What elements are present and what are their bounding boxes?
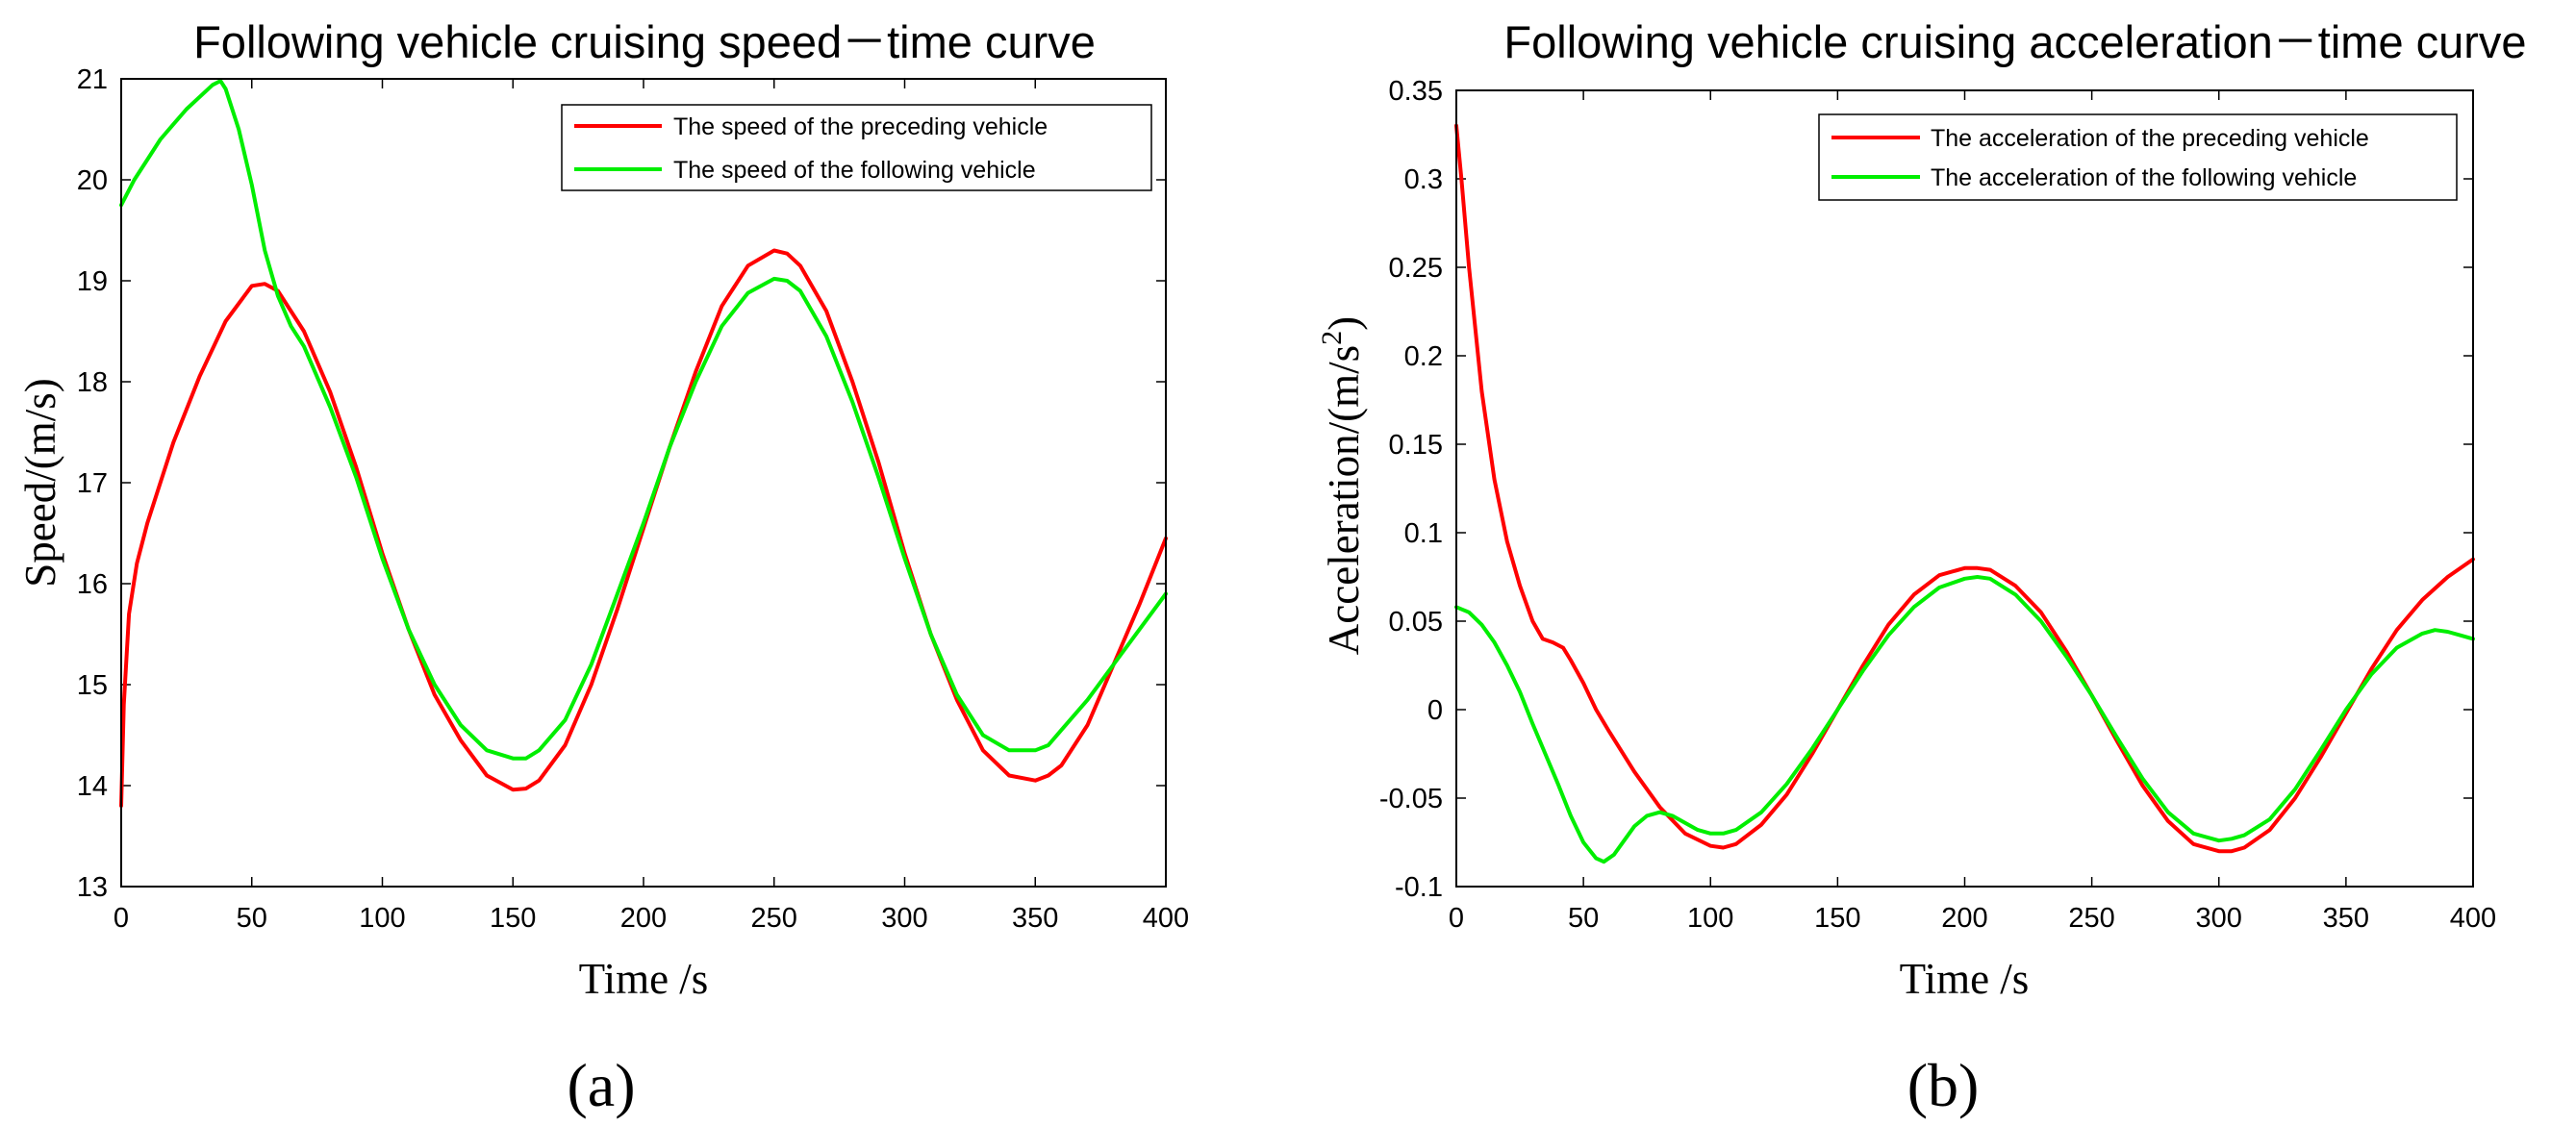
chart-a-xlabel: Time /s [579,955,709,1003]
chart-b-ytick-label: -0.1 [1395,872,1443,903]
chart-a-series-line-following [119,79,1168,761]
chart-b-xlabel: Time /s [1900,955,2030,1003]
chart-a-ylabel: Speed/(m/s) [16,378,64,587]
chart-b-ytick-label: 0.35 [1389,76,1443,107]
chart-a-ytick-label: 14 [77,771,108,802]
chart-a-panel-label: (a) [567,1051,635,1119]
chart-b-xtick-label: 200 [1941,903,1987,934]
chart-a-ytick-label: 15 [77,670,108,701]
chart-a-ytick-label: 18 [77,367,108,398]
chart-b-ylabel-main: Acceleration/(m/s [1320,345,1368,655]
chart-b-plot-frame [1455,89,2474,888]
chart-b-legend: The acceleration of the preceding vehicl… [1818,113,2458,201]
chart-b-xtick-label: 250 [2068,903,2114,934]
chart-b-series [1454,123,2475,864]
chart-a-xtick-label: 50 [237,903,267,934]
chart-a-xtick-label: 250 [751,903,797,934]
chart-a-ytick-label: 13 [77,872,108,903]
chart-a-xtick-label: 150 [490,903,536,934]
chart-b-xtick-label: 0 [1449,903,1464,934]
chart-b-title: Following vehicle cruising acceleration－… [1503,16,2526,67]
chart-a-plot-frame [120,78,1167,888]
chart-b-ytick-label: 0.1 [1404,518,1443,549]
chart-a-ytick-label: 21 [77,64,108,95]
chart-b-xticks: 0 50 100 150 200 250 300 350 400 [1449,90,2496,934]
chart-b-ylabel-end: ) [1320,316,1368,331]
chart-b-ytick-label: 0.25 [1389,253,1443,284]
chart-b-legend-label-following: The acceleration of the following vehicl… [1931,164,2357,191]
chart-a-xtick-label: 100 [359,903,405,934]
chart-a-series-line-preceding [119,248,1168,808]
chart-a: Following vehicle cruising speed－time cu… [16,16,1189,1119]
chart-a-ytick-label: 20 [77,165,108,196]
chart-a-xtick-label: 350 [1012,903,1058,934]
chart-b-xtick-label: 350 [2323,903,2369,934]
chart-a-xtick-label: 0 [114,903,129,934]
chart-a-xtick-label: 200 [620,903,667,934]
chart-b-panel-label: (b) [1907,1051,1980,1119]
chart-a-ytick-label: 19 [77,266,108,297]
chart-a-legend-label-preceding: The speed of the preceding vehicle [673,113,1048,140]
chart-b: Following vehicle cruising acceleration－… [1316,16,2527,1119]
chart-a-xtick-label: 300 [881,903,927,934]
chart-b-legend-box [1818,113,2458,201]
chart-a-legend-label-following: The speed of the following vehicle [673,157,1036,184]
chart-b-ytick-label: 0.3 [1404,164,1443,195]
chart-a-yticks: 13 14 15 16 17 18 19 20 21 [77,64,1166,903]
chart-b-ytick-label: 0.15 [1389,430,1443,461]
chart-a-ytick-label: 16 [77,569,108,600]
chart-a-xtick-label: 400 [1143,903,1189,934]
chart-b-yticks: -0.1 -0.05 0 0.05 0.1 0.15 0.2 0.25 0.3 0.35 [1379,76,2473,903]
chart-b-ytick-label: -0.05 [1379,784,1443,814]
chart-a-legend-box [561,104,1152,191]
chart-b-ytick-label: 0.05 [1389,607,1443,638]
chart-b-xtick-label: 150 [1814,903,1860,934]
chart-b-ytick-label: 0.2 [1404,341,1443,372]
chart-b-series-line-preceding [1454,123,2475,854]
chart-a-series [119,79,1168,808]
chart-b-legend-label-preceding: The acceleration of the preceding vehicl… [1931,125,2369,152]
chart-b-ylabel-sup: 2 [1316,331,1348,345]
chart-b-xtick-label: 50 [1568,903,1599,934]
chart-b-xtick-label: 300 [2196,903,2242,934]
chart-a-title: Following vehicle cruising speed－time cu… [193,16,1096,67]
chart-b-xtick-label: 400 [2450,903,2496,934]
chart-a-xticks: 0 50 100 150 200 250 300 350 400 [114,79,1189,934]
chart-b-xtick-label: 100 [1687,903,1733,934]
chart-b-series-line-following [1454,575,2475,864]
chart-b-ytick-label: 0 [1427,695,1443,726]
chart-b-ylabel: Acceleration/(m/s2) [1316,316,1368,655]
chart-a-legend: The speed of the preceding vehicle The s… [561,104,1152,191]
chart-a-ytick-label: 17 [77,468,108,499]
